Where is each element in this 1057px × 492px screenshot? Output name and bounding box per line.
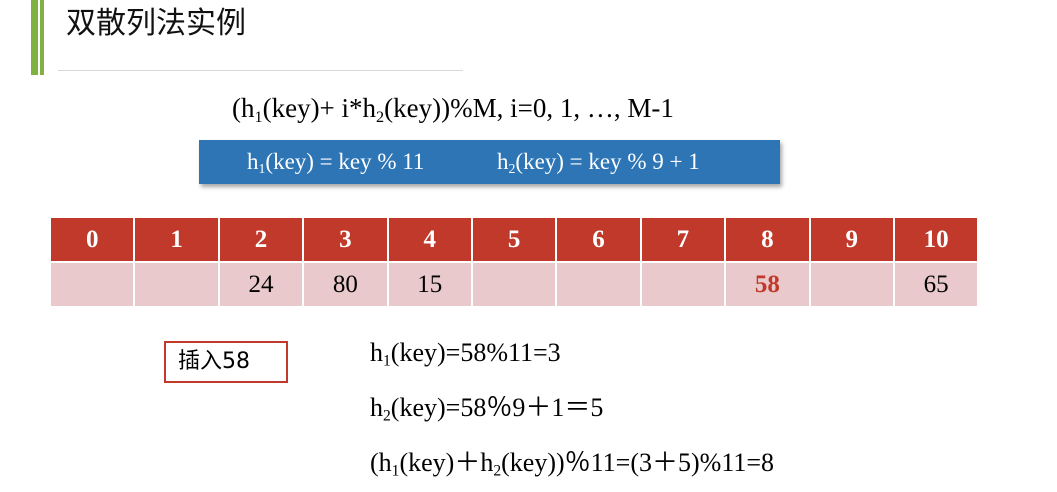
index-cell: 7 [640, 218, 727, 263]
formula-sub-1: 1 [254, 107, 263, 126]
value-cell [640, 262, 727, 306]
index-cell: 4 [387, 218, 473, 263]
value-cell: 80 [303, 262, 389, 306]
value-cell [134, 262, 220, 306]
calc-h1: h1(key)=58%11=3 [370, 336, 561, 370]
calc3-sub-1: 1 [391, 462, 400, 480]
title-accent-bar-thin [40, 0, 44, 75]
h2-prefix: h [497, 149, 509, 174]
h1-sub: 1 [258, 161, 266, 177]
calc-probe: (h1(key)＋h2(key))％11=(3＋5)%11=8 [370, 446, 774, 480]
calc2-prefix: h [370, 393, 383, 422]
value-cell: 24 [218, 262, 305, 306]
value-cell [809, 262, 895, 306]
formula-part-c: (key))%M, i=0, 1, …, M-1 [384, 93, 674, 123]
value-cell: 58 [725, 262, 811, 306]
title-underline [58, 70, 463, 71]
calc3-part-b: (key)＋h [399, 448, 494, 477]
index-cell: 5 [471, 218, 558, 263]
value-cell [471, 262, 558, 306]
calc2-sub: 2 [383, 407, 391, 425]
slide-title: 双散列法实例 [66, 6, 246, 41]
value-cell [556, 262, 642, 306]
calc1-prefix: h [370, 338, 383, 367]
index-cell: 3 [303, 218, 389, 263]
index-cell: 9 [809, 218, 895, 263]
calc2-rest: (key)=58％9＋1＝5 [390, 393, 604, 422]
formula-sub-2: 2 [376, 107, 385, 126]
hash-functions-box: h1(key) = key % 11 h2(key) = key % 9 + 1 [199, 140, 780, 184]
index-cell: 2 [218, 218, 305, 263]
index-cell: 0 [51, 218, 136, 263]
calc3-part-a: (h [370, 448, 392, 477]
index-row: 0 1 2 3 4 5 6 7 8 9 10 [51, 218, 978, 263]
index-cell: 1 [134, 218, 220, 263]
h1-prefix: h [247, 149, 259, 174]
index-cell: 10 [893, 218, 978, 263]
value-cell [51, 262, 136, 306]
probe-formula: (h1(key)+ i*h2(key))%M, i=0, 1, …, M-1 [232, 90, 674, 126]
hash-table: 0 1 2 3 4 5 6 7 8 9 10 24 80 15 58 65 [51, 218, 978, 306]
calc3-part-c: (key))％11=(3＋5)%11=8 [501, 448, 775, 477]
title-accent-bar [31, 0, 38, 75]
calc3-sub-2: 2 [493, 462, 502, 480]
insert-label-box: 插入58 [164, 341, 288, 383]
index-cell: 8 [725, 218, 811, 263]
calc-h2: h2(key)=58％9＋1＝5 [370, 391, 603, 425]
h1-rest: (key) = key % 11 [265, 149, 425, 174]
formula-part-a: (h [232, 93, 255, 123]
h1-definition: h1(key) = key % 11 [247, 140, 424, 184]
h2-rest: (key) = key % 9 + 1 [515, 149, 700, 174]
value-row: 24 80 15 58 65 [51, 262, 978, 306]
h2-sub: 2 [508, 161, 516, 177]
index-cell: 6 [556, 218, 642, 263]
calc1-rest: (key)=58%11=3 [390, 338, 561, 367]
calc1-sub: 1 [383, 352, 391, 370]
h2-definition: h2(key) = key % 9 + 1 [497, 140, 700, 184]
formula-part-b: (key)+ i*h [262, 93, 377, 123]
value-cell: 65 [893, 262, 978, 306]
value-cell: 15 [387, 262, 473, 306]
